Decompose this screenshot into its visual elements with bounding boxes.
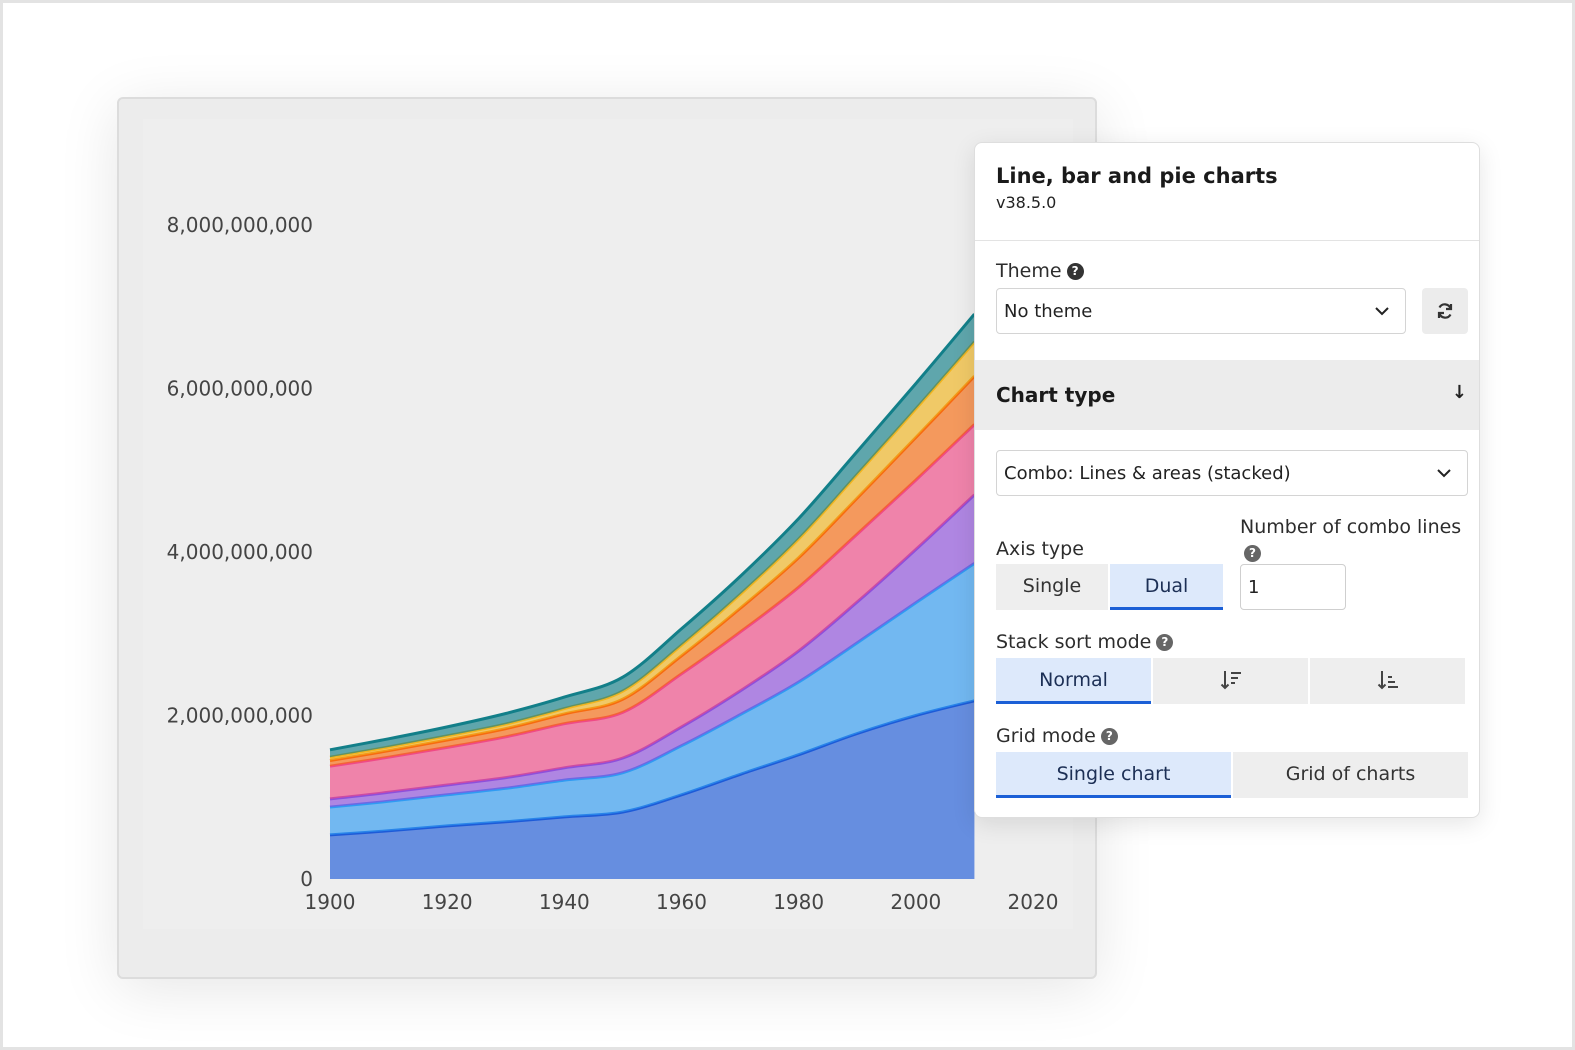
x-tick-label: 2000 [890, 890, 941, 914]
chart-settings-panel: Line, bar and pie charts v38.5.0 Theme ?… [974, 142, 1480, 818]
x-tick-label: 1980 [773, 890, 824, 914]
panel-title: Line, bar and pie charts [996, 164, 1278, 188]
line-north-america [329, 313, 976, 752]
y-tick-label: 4,000,000,000 [167, 540, 313, 564]
y-tick-label: 2,000,000,000 [167, 704, 313, 728]
area-east-asia-pacific [330, 700, 975, 879]
theme-label: Theme [996, 260, 1062, 282]
combo-lines-input[interactable]: 1 [1240, 564, 1346, 610]
sort-ascending-icon [1377, 670, 1398, 689]
theme-label-row: Theme ? [996, 260, 1084, 282]
area-north-america [330, 314, 975, 758]
y-tick-label: 0 [300, 867, 313, 891]
panel-header: Line, bar and pie charts v38.5.0 [975, 143, 1479, 241]
combo-lines-help-icon[interactable]: ? [1244, 544, 1261, 562]
chart-plot: 0 2,000,000,000 4,000,000,000 6,000,000,000… [143, 119, 1073, 929]
chevron-down-icon [1437, 469, 1451, 478]
grid-mode-toggle: Single chart Grid of charts [996, 752, 1468, 798]
x-tick-label: 1940 [539, 890, 590, 914]
grid-of-charts-button[interactable]: Grid of charts [1233, 752, 1468, 798]
panel-version: v38.5.0 [996, 193, 1057, 212]
stack-sort-label: Stack sort mode [996, 631, 1152, 653]
line-east-asia-pacific [329, 699, 975, 837]
stack-sort-help-icon[interactable]: ? [1156, 633, 1174, 651]
x-tick-label: 2020 [1008, 890, 1059, 914]
grid-single-chart-button[interactable]: Single chart [996, 752, 1231, 798]
axis-type-label: Axis type [996, 538, 1084, 560]
grid-mode-label: Grid mode [996, 725, 1096, 747]
theme-help-icon[interactable]: ? [1066, 262, 1084, 280]
y-tick-label: 6,000,000,000 [167, 377, 313, 401]
refresh-icon [1437, 303, 1453, 319]
axis-single-button[interactable]: Single [996, 564, 1108, 610]
stack-sort-normal-button[interactable]: Normal [996, 658, 1151, 704]
chart-type-section-header[interactable]: Chart type ↓ [975, 360, 1479, 430]
axis-type-toggle: Single Dual [996, 564, 1225, 610]
stack-sort-descending-button[interactable] [1153, 658, 1308, 704]
grid-mode-help-icon[interactable]: ? [1100, 727, 1118, 745]
x-tick-label: 1900 [305, 890, 356, 914]
stacked-areas [329, 313, 976, 879]
area-latin-america-and-caribbean [330, 376, 975, 767]
stack-sort-ascending-button[interactable] [1310, 658, 1465, 704]
area-middle-east-and-north-africa [330, 341, 975, 761]
chart-type-select[interactable]: Combo: Lines & areas (stacked) [996, 450, 1468, 496]
sort-descending-icon [1220, 670, 1241, 689]
chart-type-title: Chart type [996, 383, 1116, 407]
theme-select[interactable]: No theme [996, 288, 1406, 334]
area-europe-and-central-asia [330, 424, 975, 799]
theme-select-value: No theme [1004, 300, 1093, 322]
refresh-theme-button[interactable] [1422, 288, 1468, 334]
chart-type-select-value: Combo: Lines & areas (stacked) [1004, 462, 1291, 484]
area-south-asia [330, 563, 975, 835]
x-tick-label: 1960 [656, 890, 707, 914]
combo-lines-label-row: Number of combo lines ? [1240, 515, 1470, 563]
x-tick-label: 1920 [422, 890, 473, 914]
grid-mode-label-row: Grid mode ? [996, 725, 1118, 747]
arrow-down-icon: ↓ [1451, 382, 1467, 403]
chart-card: East Asia PacificSouth AsiaSub-Saharan A… [117, 97, 1097, 979]
stack-sort-toggle: Normal [996, 658, 1465, 704]
chevron-down-icon [1375, 307, 1389, 316]
combo-lines-label: Number of combo lines [1240, 516, 1462, 538]
axis-dual-button[interactable]: Dual [1110, 564, 1223, 610]
y-tick-label: 8,000,000,000 [167, 213, 313, 237]
stack-sort-label-row: Stack sort mode ? [996, 631, 1174, 653]
